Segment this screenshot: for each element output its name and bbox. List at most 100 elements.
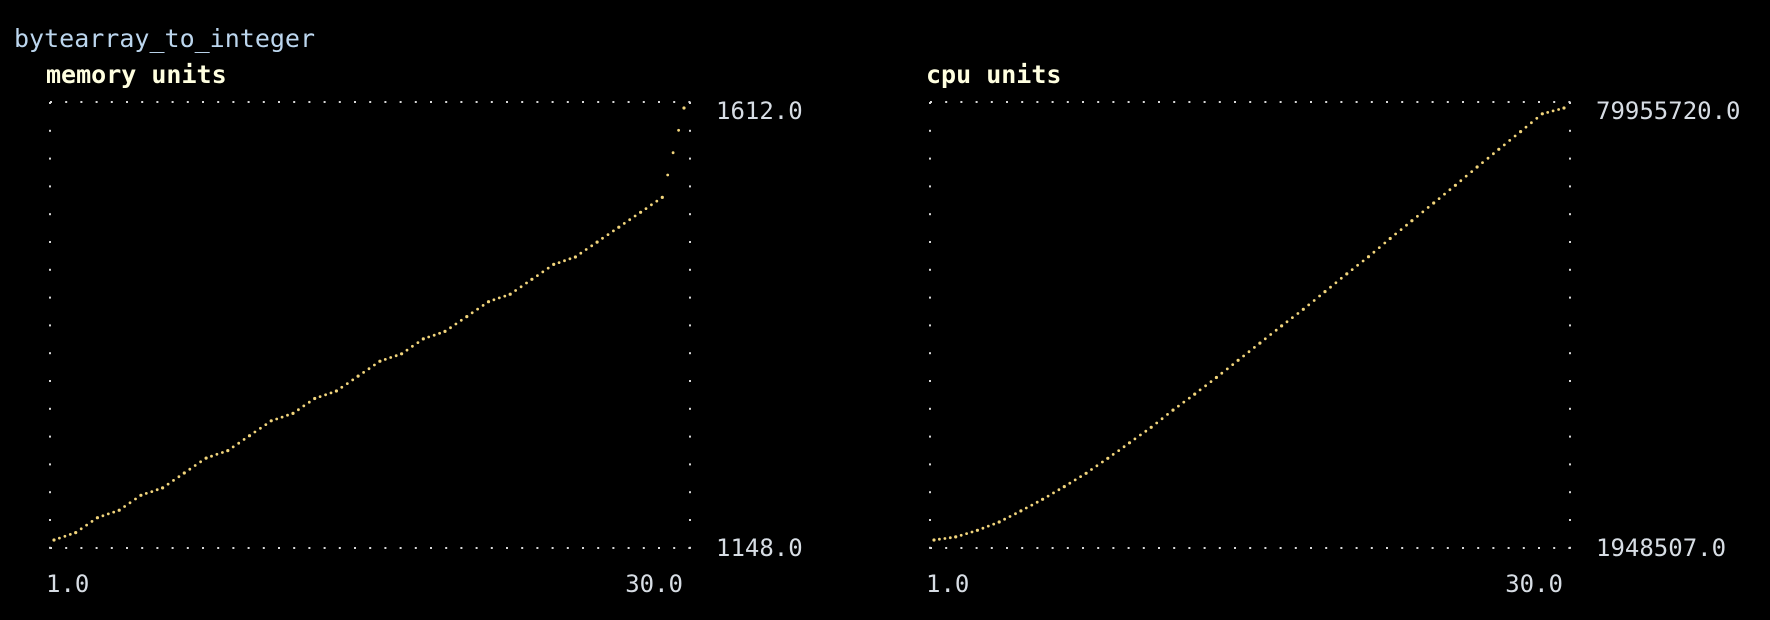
data-point [1301,307,1305,311]
data-dot [1513,134,1517,138]
frame-dot [369,547,372,549]
frame-dot [460,101,463,103]
frame-dot [929,380,931,382]
data-dot [231,445,235,449]
data-point [1540,112,1544,116]
frame-dot [1569,296,1571,299]
data-dot [1263,337,1267,341]
data-dot [1426,206,1430,209]
data-dot [280,415,284,419]
data-point [1562,106,1566,110]
data-dot [1318,294,1321,298]
frame-dot [1127,101,1130,103]
data-dot [101,514,105,518]
data-dot [1486,156,1490,160]
y-tick-min: 1948507.0 [1596,534,1726,562]
frame-dot [929,213,931,216]
data-dot [628,218,632,222]
data-dot [389,356,393,359]
frame-dot [689,324,691,327]
frame-dot [262,547,265,549]
data-dot [383,358,387,361]
data-dot [427,335,431,339]
frame-dot [232,101,235,103]
frame-dot [1569,435,1571,438]
data-dot [965,532,968,535]
data-dot [454,322,458,326]
frame-dot [1127,547,1130,549]
frame-dot [612,547,615,549]
frame-dot [689,463,691,466]
frame-dot [1538,101,1540,103]
frame-dot [945,547,948,549]
data-dot [1502,143,1506,147]
data-dot [155,488,159,492]
data-dot [264,423,268,426]
data-dot [199,460,203,464]
data-dot [959,533,963,537]
frame-dot [1569,546,1571,549]
data-dot [242,438,246,441]
frame-dot [506,101,508,103]
data-dot [1117,449,1121,452]
frame-dot [232,547,235,549]
data-dot [1464,174,1468,178]
frame-dot [126,547,128,549]
frame-dot [1416,101,1419,103]
data-dot [172,479,175,482]
data-dot [1220,371,1224,375]
frame-dot [49,463,51,466]
data-dot [1443,192,1446,196]
data-dot [1394,232,1397,236]
data-dot [123,505,126,508]
frame-dot [1569,241,1571,243]
frame-dot [1492,101,1495,103]
frame-dot [597,547,600,549]
data-dot [416,341,420,344]
frame-dot [1203,101,1206,103]
data-dot [340,385,344,389]
data-dot [470,311,474,315]
frame-dot [1370,101,1373,103]
data-point [1497,147,1501,151]
frame-dot [689,407,691,410]
frame-dot [1082,547,1084,549]
frame-dot [338,101,341,103]
frame-dot [308,101,311,103]
frame-dot [658,101,660,103]
frame-dot [990,547,993,549]
data-dot [1030,503,1034,507]
data-point [1127,441,1132,445]
frame-dot [1401,101,1404,103]
frame-dot [929,491,931,494]
frame-dot [521,547,524,549]
data-dot [1144,429,1148,433]
frame-dot [475,101,478,103]
data-dot [1459,179,1463,183]
frame-dot [49,102,51,104]
frame-dot [1477,547,1480,549]
frame-dot [990,101,993,103]
data-dot [1535,116,1539,120]
data-point [1345,272,1349,276]
frame-dot [1569,268,1571,271]
frame-dot [247,101,250,103]
data-dot [476,307,479,311]
data-point [1323,290,1327,294]
frame-dot [126,101,128,103]
data-dot [568,257,572,261]
frame-dot [582,101,584,103]
data-dot [1133,437,1137,441]
data-point [161,486,165,490]
data-dot [405,348,409,352]
data-dot [351,378,355,382]
frame-dot [49,380,51,382]
frame-dot [1097,547,1100,549]
frame-dot [929,241,931,243]
frame-dot [338,547,341,549]
data-point [421,337,425,341]
data-point [204,456,208,460]
data-point [1453,183,1457,187]
data-dot [221,451,224,454]
data-dot [584,248,588,251]
